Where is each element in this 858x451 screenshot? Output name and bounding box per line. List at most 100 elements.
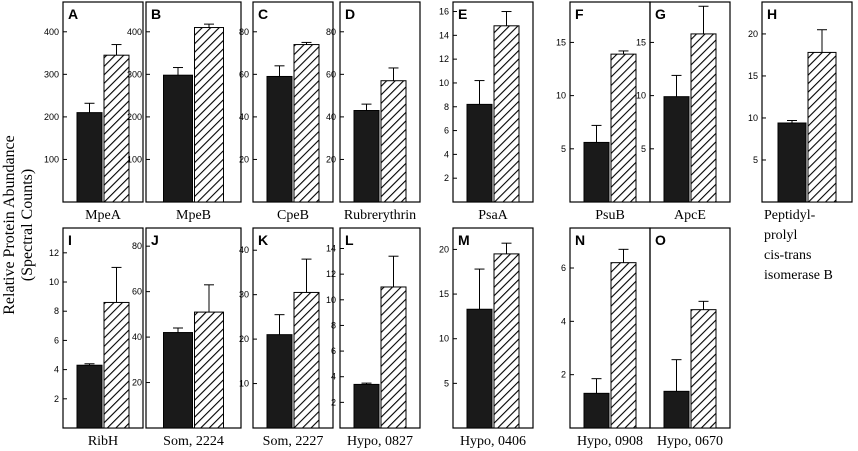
- y-tick-label: 20: [239, 334, 249, 344]
- category-label: CpeB: [277, 208, 309, 223]
- panel-h: H 5 10 15 20 Peptidyl-prolyl cis-trans isomeras…: [748, 1, 853, 283]
- bar-solid: [76, 112, 103, 203]
- y-tick-label: 4: [54, 365, 59, 375]
- y-tick-label: 80: [326, 27, 336, 37]
- panel-letter: D: [345, 6, 355, 22]
- y-tick-label: 12: [49, 248, 59, 258]
- category-label: PsaA: [478, 208, 508, 223]
- panel-frame: [569, 1, 651, 203]
- panel-frame: [761, 1, 853, 203]
- y-tick-label: 10: [439, 334, 449, 344]
- y-tick-label: 100: [127, 154, 142, 164]
- y-tick-label: 15: [636, 37, 646, 47]
- panel-n: N 2 4 6 Hypo, 0908: [561, 227, 651, 449]
- bar-solid: [76, 364, 103, 429]
- y-tick-label: 8: [444, 102, 449, 112]
- panel-frame: [569, 227, 651, 429]
- y-tick-label: 4: [331, 372, 336, 382]
- y-tick-label: 80: [239, 27, 249, 37]
- bar-hatched: [103, 301, 130, 429]
- bar-solid: [266, 334, 293, 429]
- panel-frame: [649, 227, 731, 429]
- y-tick-label: 15: [748, 71, 758, 81]
- y-tick-label: 20: [132, 378, 142, 388]
- panel-m: M 5 10 15 20 Hypo, 0406: [439, 227, 534, 449]
- y-tick-label: 10: [49, 277, 59, 287]
- y-tick-label: 10: [636, 91, 646, 101]
- y-tick-label: 10: [239, 379, 249, 389]
- panel-letter: F: [575, 6, 584, 22]
- category-label: MpeA: [85, 208, 122, 223]
- y-tick-label: 60: [326, 69, 336, 79]
- bar-hatched: [493, 25, 520, 203]
- category-label: Peptidyl-prolyl cis-trans isomerase B: [764, 208, 833, 283]
- panel-l: L 2 4 6 8 10 12 14 Hypo, 0827: [326, 227, 421, 449]
- panel-letter: L: [345, 232, 354, 248]
- panel-letter: J: [151, 232, 159, 248]
- y-tick-label: 2: [444, 173, 449, 183]
- category-label: ApcE: [674, 208, 706, 223]
- panel-frame: [62, 1, 144, 203]
- panel-d: D 20 40 60 80 Rubrerythrin: [326, 1, 421, 223]
- y-tick-label: 2: [561, 370, 566, 380]
- panel-o: O Hypo, 0670: [649, 227, 731, 449]
- y-tick-label: 80: [132, 241, 142, 251]
- y-tick-label: 12: [326, 269, 336, 279]
- y-tick-label: 2: [331, 397, 336, 407]
- panel-frame: [145, 227, 242, 429]
- bar-hatched: [194, 27, 224, 203]
- y-tick-label: 40: [239, 112, 249, 122]
- panel-letter: M: [458, 232, 470, 248]
- y-tick-label: 8: [54, 306, 59, 316]
- y-tick-label: 20: [326, 154, 336, 164]
- bar-solid: [777, 122, 807, 203]
- bar-solid: [663, 390, 690, 429]
- y-tick-label: 6: [331, 346, 336, 356]
- category-label: PsuB: [595, 208, 625, 223]
- y-tick-label: 60: [132, 287, 142, 297]
- panel-letter: I: [68, 232, 72, 248]
- y-tick-label: 14: [439, 30, 449, 40]
- bar-solid: [583, 141, 610, 203]
- y-tick-label: 14: [326, 244, 336, 254]
- panel-k: K 10 20 30 40 Som, 2227: [239, 227, 334, 449]
- y-tick-label: 300: [44, 69, 59, 79]
- panel-letter: K: [258, 232, 268, 248]
- bar-solid: [583, 392, 610, 429]
- y-tick-label: 40: [326, 112, 336, 122]
- bar-hatched: [610, 262, 637, 429]
- bar-hatched: [493, 253, 520, 429]
- panel-frame: [62, 227, 144, 429]
- y-tick-label: 20: [748, 29, 758, 39]
- category-label: Hypo, 0670: [657, 434, 723, 449]
- y-tick-label: 4: [444, 149, 449, 159]
- bar-hatched: [380, 286, 407, 429]
- category-label: MpeB: [176, 208, 211, 223]
- panel-frame: [252, 227, 334, 429]
- y-tick-label: 200: [44, 112, 59, 122]
- panel-frame: [649, 1, 731, 203]
- y-tick-label: 4: [561, 316, 566, 326]
- panel-g: G 5 10 15 ApcE: [636, 1, 731, 223]
- y-tick-label: 20: [439, 244, 449, 254]
- bar-hatched: [807, 51, 837, 203]
- panel-frame: [252, 1, 334, 203]
- y-axis-label-line1: Relative Protein Abundance: [1, 135, 18, 315]
- panel-i: I 2 4 6 8 10 12 RibH: [49, 227, 144, 449]
- bar-solid: [163, 332, 193, 429]
- panel-c: C 20 40 60 80 CpeB: [239, 1, 334, 223]
- y-tick-label: 6: [561, 263, 566, 273]
- panel-frame: [339, 1, 421, 203]
- category-label: Hypo, 0406: [460, 434, 526, 449]
- y-tick-label: 8: [331, 320, 336, 330]
- category-label: RibH: [88, 434, 118, 449]
- bar-hatched: [380, 80, 407, 203]
- y-tick-label: 400: [44, 27, 59, 37]
- bar-hatched: [293, 44, 320, 203]
- y-tick-label: 5: [444, 378, 449, 388]
- panel-frame: [145, 1, 242, 203]
- category-label: Hypo, 0827: [347, 434, 413, 449]
- y-tick-label: 400: [127, 27, 142, 37]
- panel-f: F 5 10 15 PsuB: [556, 1, 651, 223]
- panel-letter: C: [258, 6, 268, 22]
